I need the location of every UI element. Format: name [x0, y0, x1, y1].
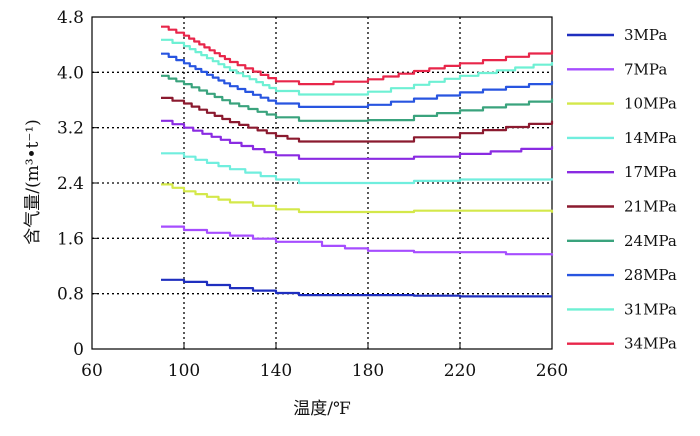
legend: 3MPa 7MPa 10MPa 14MPa 17MPa 21MPa 24MPa 28MPa 31… — [567, 26, 677, 353]
legend-label: 14MPa — [624, 129, 677, 147]
legend-label: 24MPa — [624, 232, 677, 250]
series-line — [161, 52, 554, 108]
legend-label: 34MPa — [624, 335, 677, 353]
x-tick-label: 60 — [81, 361, 103, 381]
legend-label: 3MPa — [624, 26, 667, 44]
legend-label: 7MPa — [624, 60, 667, 78]
tick-labels: 60 100 140 180 220 260 0 0.8 1.6 2.4 3.2 4.0 4.8 — [57, 8, 568, 381]
series-line — [161, 225, 554, 256]
y-tick-label: 1.6 — [57, 229, 84, 249]
y-tick-label: 0 — [73, 340, 84, 360]
legend-label: 17MPa — [624, 163, 677, 181]
series-line — [161, 119, 554, 160]
series-line — [161, 74, 554, 122]
series-line — [161, 96, 554, 143]
legend-label: 21MPa — [624, 198, 677, 216]
series-line — [161, 183, 554, 214]
y-tick-label: 3.2 — [57, 119, 84, 139]
y-axis-title: 含气量/(m³•t⁻¹) — [23, 119, 43, 245]
x-tick-label: 140 — [260, 361, 292, 381]
series-line — [161, 278, 552, 298]
legend-label: 28MPa — [624, 266, 677, 284]
y-tick-label: 4.0 — [57, 63, 84, 83]
x-tick-label: 180 — [352, 361, 384, 381]
x-tick-label: 260 — [536, 361, 568, 381]
x-axis-title: 温度/℉ — [293, 399, 351, 419]
series-line — [161, 38, 554, 96]
y-tick-label: 0.8 — [57, 285, 84, 305]
y-tick-label: 4.8 — [57, 8, 84, 28]
x-tick-label: 220 — [444, 361, 476, 381]
legend-label: 31MPa — [624, 300, 677, 318]
series-line — [161, 152, 554, 185]
legend-label: 10MPa — [624, 95, 677, 113]
y-tick-label: 2.4 — [57, 174, 84, 194]
x-tick-label: 100 — [168, 361, 200, 381]
grid-lines — [92, 17, 552, 349]
series-lines — [161, 25, 554, 298]
series-line — [161, 25, 554, 86]
